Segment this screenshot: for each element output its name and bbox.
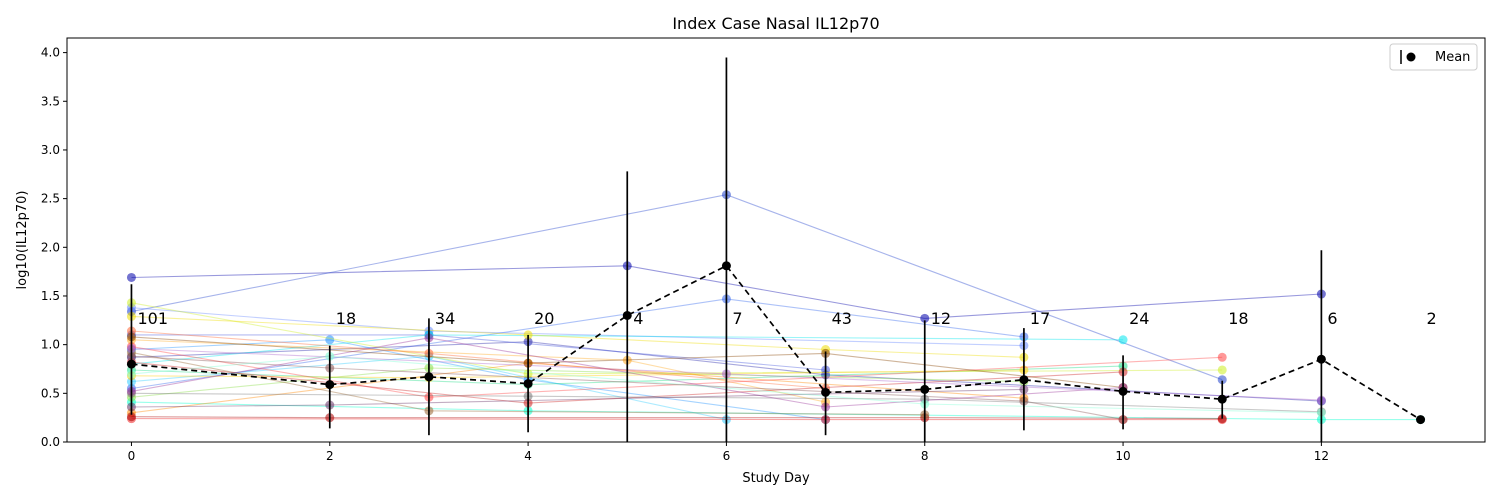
sample-count-label: 43 [832, 309, 852, 328]
individual-data-point [1217, 352, 1227, 362]
mean-data-point [325, 380, 335, 390]
legend-box [1389, 43, 1478, 71]
individual-data-point [126, 272, 136, 282]
legend-label-mean: Mean [1435, 50, 1470, 65]
individual-data-point [920, 313, 930, 323]
individual-data-point [1217, 375, 1227, 385]
y-tick-label: 2.0 [41, 240, 60, 254]
x-tick-label: 10 [1115, 449, 1130, 463]
sample-count-label: 17 [1030, 309, 1050, 328]
mean-data-point [1217, 394, 1227, 404]
mean-series-layer [126, 57, 1426, 442]
y-axis: 0.0 0.5 1.0 1.5 2.0 2.5 3.0 3.5 4.0 [41, 46, 67, 449]
x-tick-label: 2 [326, 449, 334, 463]
x-tick-label: 0 [128, 449, 136, 463]
y-tick-label: 2.5 [41, 192, 60, 206]
mean-data-point [1118, 386, 1128, 396]
sample-count-label: 24 [1129, 309, 1149, 328]
sample-count-label: 4 [633, 309, 643, 328]
sample-count-label: 20 [534, 309, 554, 328]
sample-count-label: 7 [732, 309, 742, 328]
chart-title: Index Case Nasal IL12p70 [672, 14, 879, 33]
y-tick-label: 1.0 [41, 338, 60, 352]
mean-data-point [622, 310, 632, 320]
mean-data-point [1416, 415, 1426, 425]
mean-data-point [1316, 354, 1326, 364]
sample-count-label: 18 [1228, 309, 1248, 328]
individual-series-line [131, 355, 1124, 421]
individual-data-point [325, 335, 335, 345]
sample-count-label: 18 [336, 309, 356, 328]
legend-marker [1406, 52, 1416, 62]
mean-data-point [424, 372, 434, 382]
x-axis-label: Study Day [742, 471, 810, 486]
sample-count-label: 6 [1327, 309, 1337, 328]
mean-data-point [821, 387, 831, 397]
count-labels-layer: 101 18 34 20 4 7 43 12 17 24 18 6 2 [137, 309, 1436, 328]
y-axis-label: log10(IL12p70) [15, 191, 30, 290]
individual-series-line [131, 265, 1322, 319]
y-tick-label: 3.0 [41, 143, 60, 157]
mean-data-point [920, 384, 930, 394]
y-tick-label: 0.5 [41, 386, 60, 400]
x-tick-label: 8 [921, 449, 929, 463]
x-axis: 0 2 4 6 8 10 12 [128, 442, 1329, 463]
individual-data-point [126, 412, 136, 422]
legend: Mean [1389, 43, 1478, 71]
y-tick-label: 1.5 [41, 289, 60, 303]
mean-data-point [126, 359, 136, 369]
mean-data-point [523, 379, 533, 389]
mean-data-point [1019, 375, 1029, 385]
sample-count-label: 34 [435, 309, 455, 328]
sample-count-label: 12 [931, 309, 951, 328]
mean-data-point [721, 261, 731, 271]
y-tick-label: 4.0 [41, 46, 60, 60]
individual-data-point [1118, 335, 1128, 345]
individual-series-line [131, 418, 1223, 421]
plot-frame [66, 37, 1486, 443]
y-tick-label: 3.5 [41, 94, 60, 108]
x-tick-label: 12 [1314, 449, 1329, 463]
sample-count-label: 101 [137, 309, 168, 328]
x-tick-label: 4 [524, 449, 532, 463]
x-tick-label: 6 [723, 449, 731, 463]
sample-count-label: 2 [1427, 309, 1437, 328]
y-tick-label: 0.0 [41, 435, 60, 449]
individual-data-point [1217, 365, 1227, 375]
